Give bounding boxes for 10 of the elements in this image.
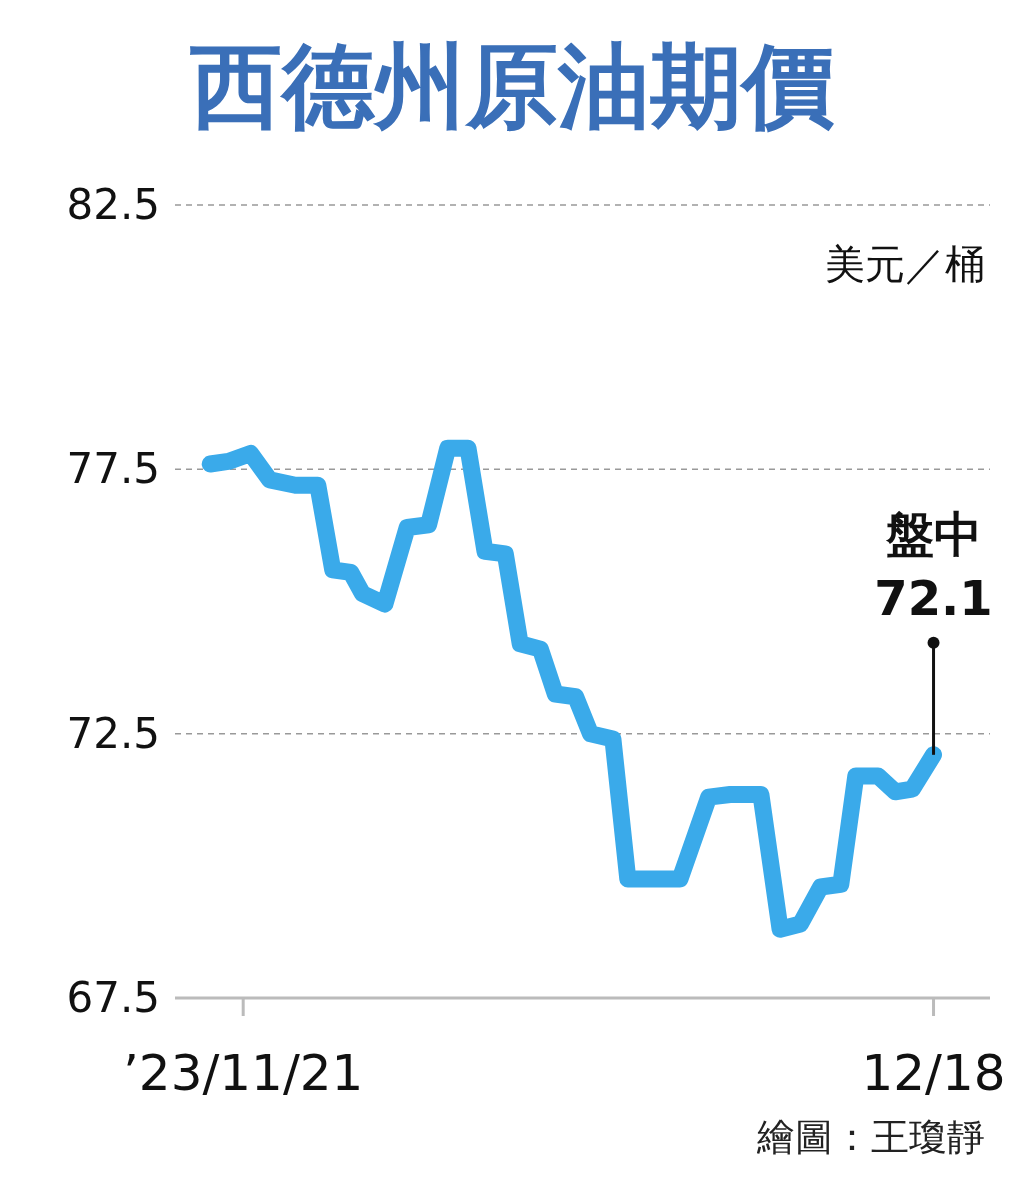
x-tick-label: 12/18 bbox=[861, 1044, 1006, 1102]
y-tick-label: 82.5 bbox=[66, 180, 160, 229]
text: 繪圖：王瓊靜 bbox=[756, 1115, 985, 1159]
y-tick-label: 77.5 bbox=[66, 444, 160, 494]
y-tick-label: 67.5 bbox=[66, 973, 160, 1022]
x-tick-label: ’23/11/21 bbox=[122, 1044, 364, 1102]
annotation: 盤中 72.1 bbox=[874, 505, 993, 626]
y-axis-title: 美元／桶 bbox=[825, 241, 985, 287]
y-tick-label: 72.5 bbox=[66, 708, 160, 758]
chart-title: 西德州原油期價 bbox=[189, 33, 834, 140]
